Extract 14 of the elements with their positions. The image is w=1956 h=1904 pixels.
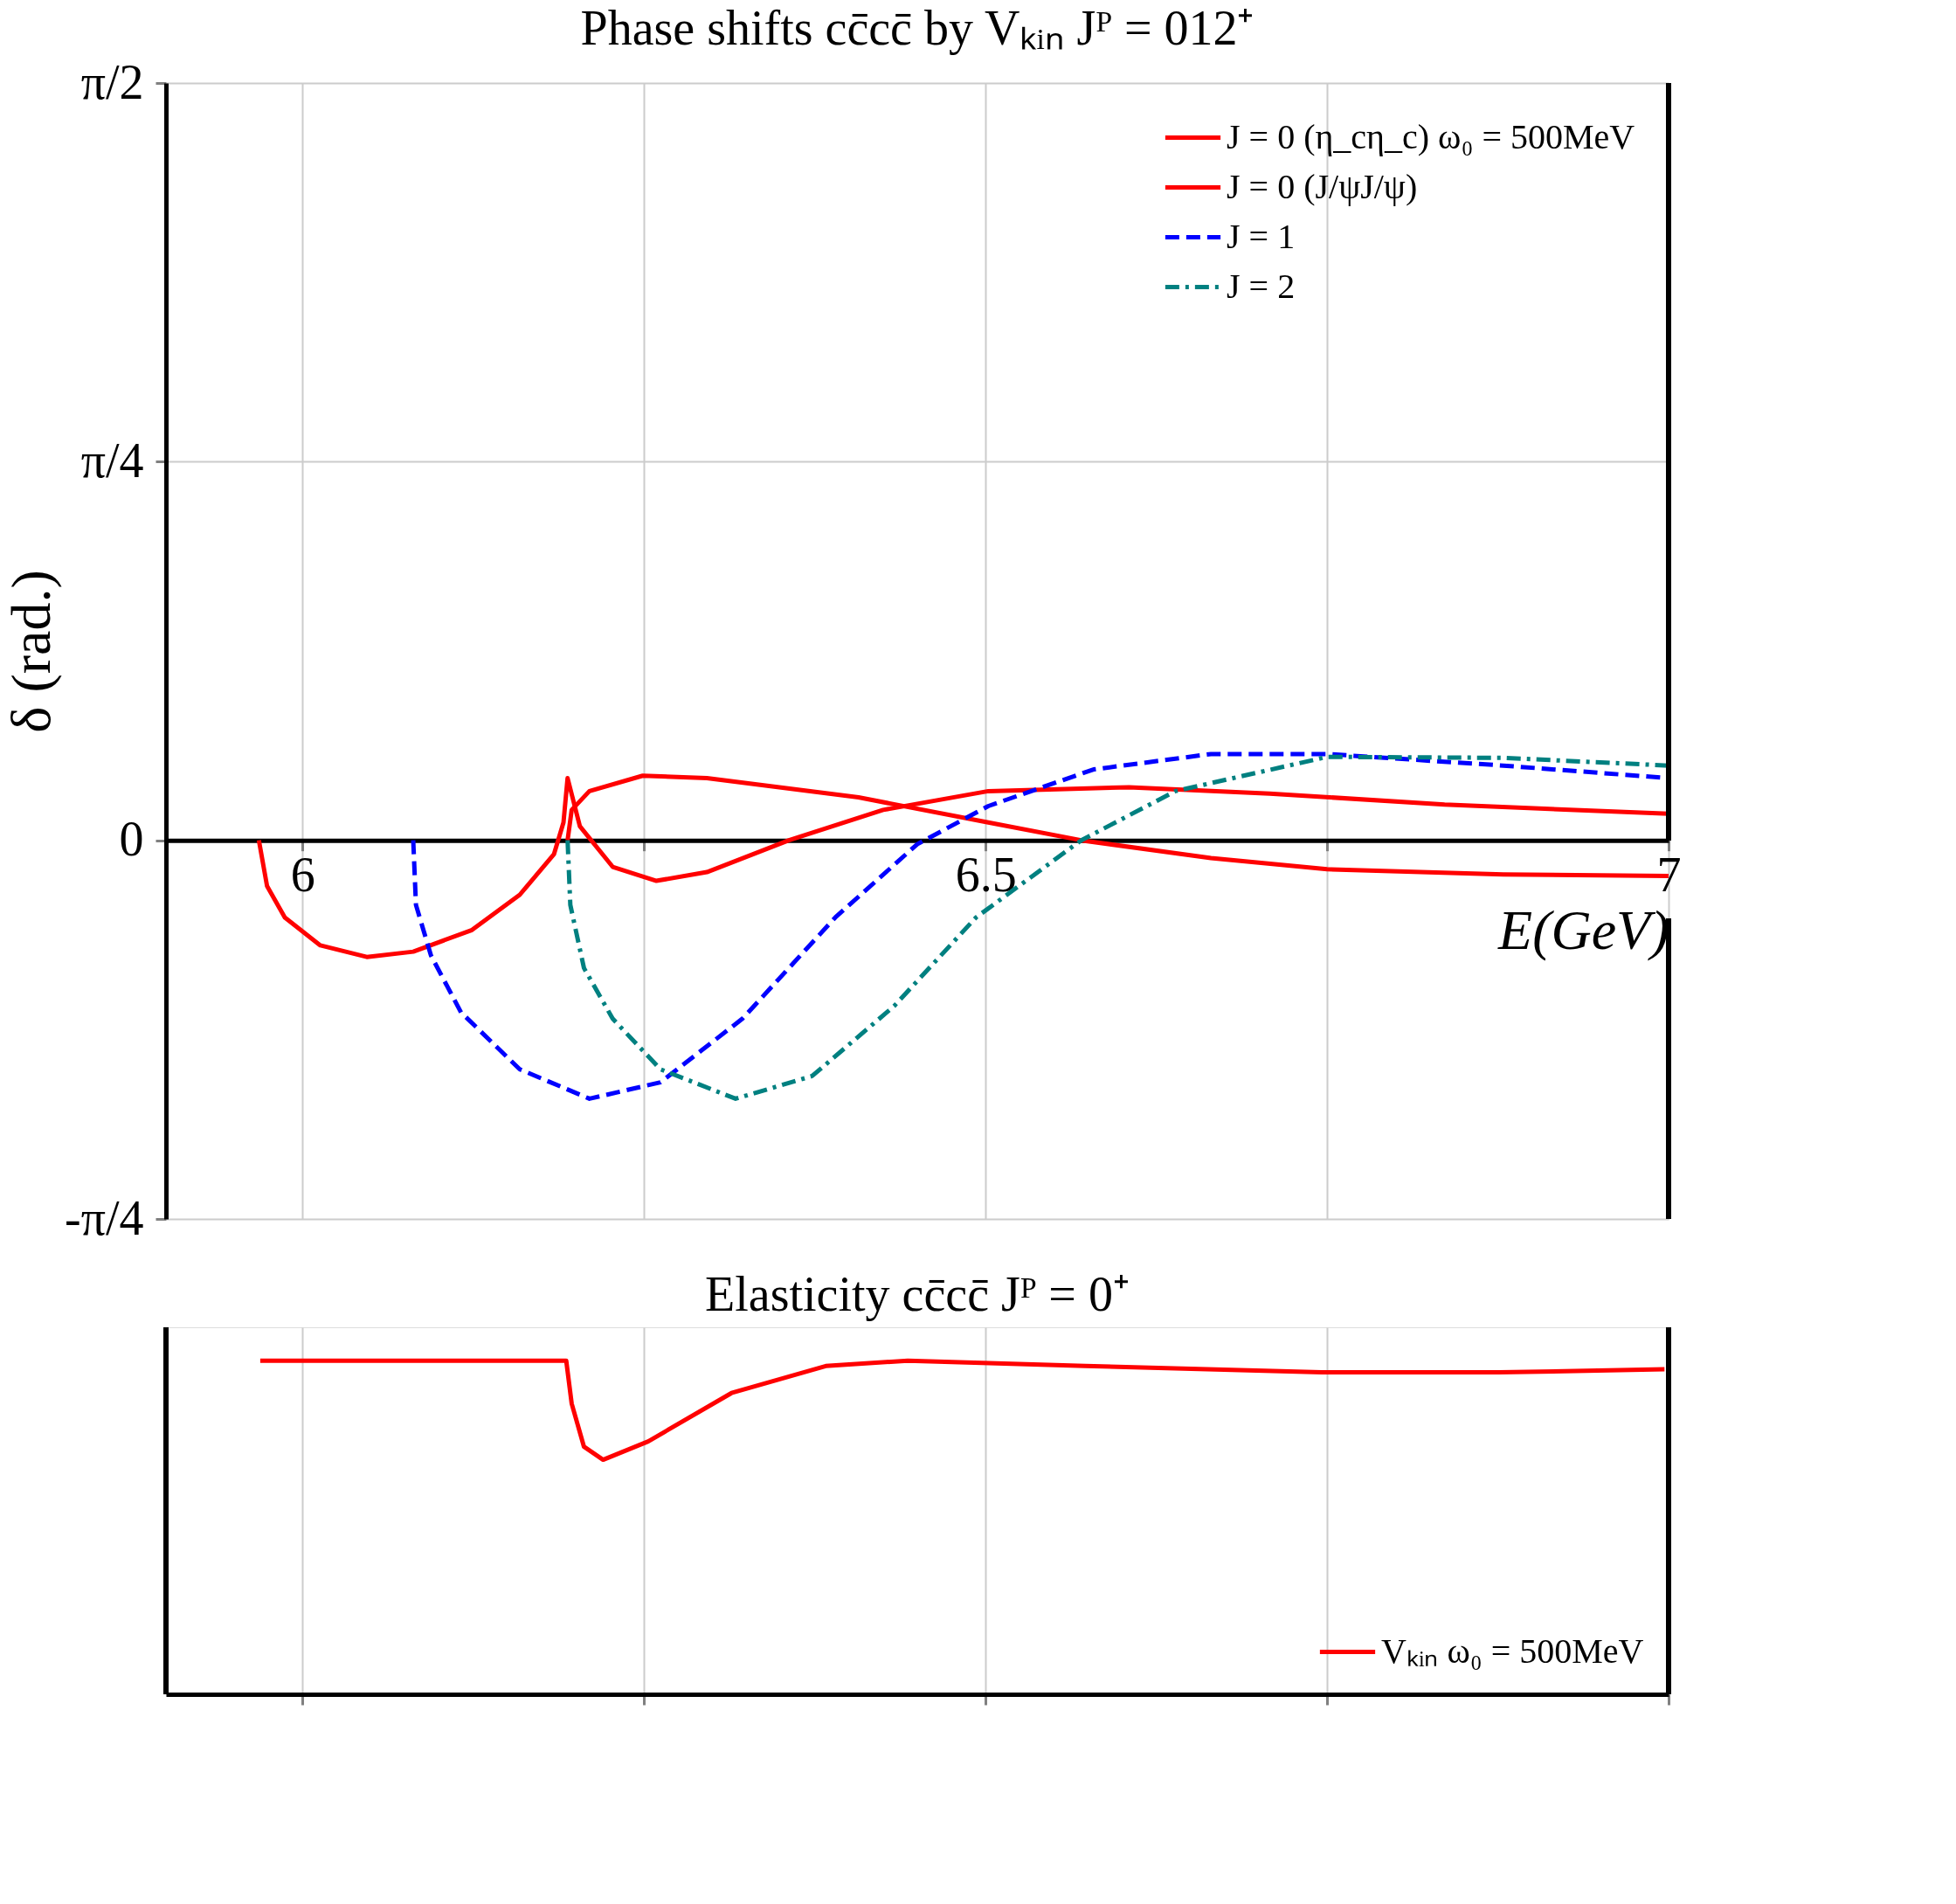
legend-label: J = 1 — [1227, 216, 1296, 256]
y-tick-label: -π/4 — [65, 1190, 144, 1245]
y-tick-label: 0 — [119, 812, 144, 867]
chart-title: Elasticity cc̄cc̄ Jᴾ = 0⁺ — [705, 1267, 1130, 1321]
legend-label: J = 0 (η_cη_c) ω₀ = 500MeV — [1227, 116, 1635, 156]
x-tick-label: 6.5 — [955, 848, 1017, 903]
y-tick-label: π/4 — [80, 433, 144, 488]
legend-label: J = 2 — [1227, 266, 1296, 306]
x-tick-label: 6 — [290, 848, 315, 903]
legend-label: J = 0 (J/ψJ/ψ) — [1227, 166, 1418, 206]
y-axis-title: δ (rad.) — [0, 570, 63, 733]
y-tick-label: π/2 — [80, 54, 144, 109]
chart-title: Phase shifts cc̄cc̄ by Vₖᵢₙ Jᴾ = 012⁺ — [580, 1, 1254, 55]
legend-label: Vₖᵢₙ ω₀ = 500MeV — [1381, 1631, 1644, 1671]
